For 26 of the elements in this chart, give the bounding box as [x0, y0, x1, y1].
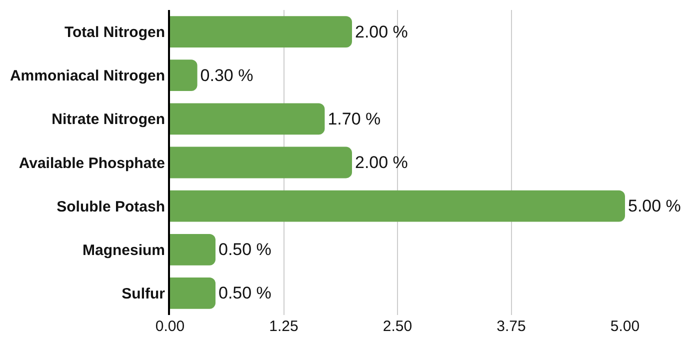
bar [170, 103, 325, 135]
x-tick-label: 0.00 [155, 318, 185, 335]
data-label: 2.00 % [355, 153, 408, 172]
bar [170, 16, 352, 48]
data-label: 1.70 % [328, 109, 381, 128]
y-tick-label: Ammoniacal Nitrogen [10, 68, 165, 85]
y-tick-label: Sulfur [122, 285, 166, 302]
bar [170, 234, 216, 266]
x-tick-label: 1.25 [269, 318, 298, 335]
data-label: 0.50 % [218, 284, 272, 303]
data-label: 0.30 % [200, 66, 254, 85]
data-label: 0.50 % [218, 240, 272, 260]
data-label: 5.00 % [628, 196, 681, 216]
x-tick-label: 5.00 [610, 318, 640, 335]
x-tick-label: 3.75 [496, 318, 526, 335]
bar [170, 190, 625, 222]
bar [170, 146, 352, 178]
bar [170, 60, 198, 92]
y-tick-label: Nitrate Nitrogen [52, 111, 165, 128]
x-tick-label: 2.50 [382, 318, 412, 335]
bar [170, 278, 216, 309]
y-tick-label: Total Nitrogen [64, 24, 165, 42]
data-label: 2.00 % [355, 22, 408, 42]
y-tick-label: Available Phosphate [18, 154, 165, 172]
y-tick-label: Soluble Potash [56, 198, 165, 216]
y-tick-label: Magnesium [82, 242, 165, 259]
